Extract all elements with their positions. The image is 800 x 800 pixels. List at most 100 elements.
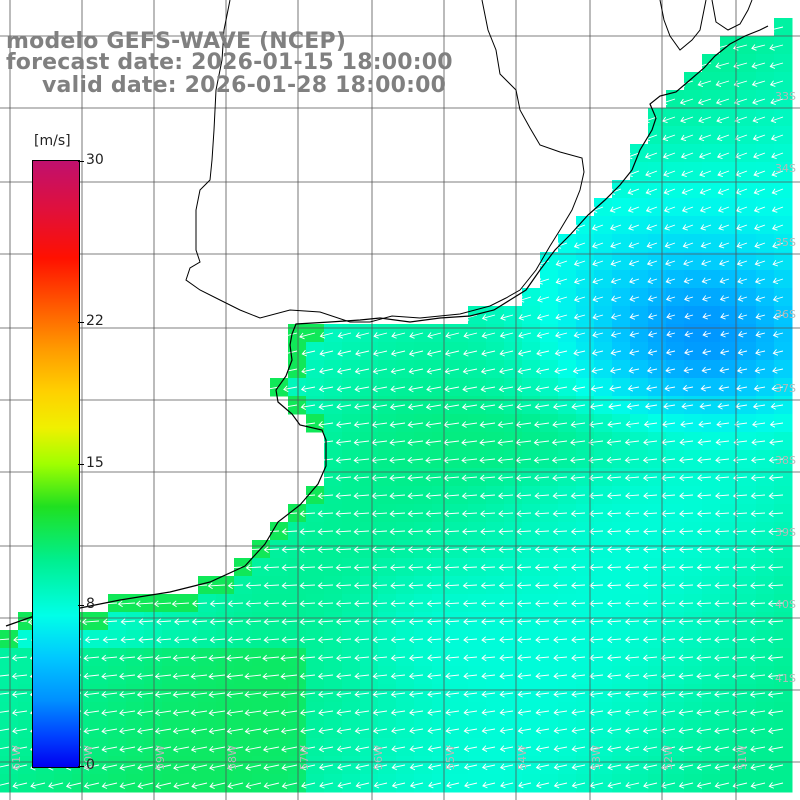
wind-arrow — [391, 763, 406, 771]
wind-arrow — [768, 492, 784, 500]
wind-arrow — [391, 332, 406, 339]
wind-arrow — [297, 492, 316, 500]
wind-cell — [450, 432, 469, 451]
wind-cell — [720, 324, 739, 343]
wind-arrow — [83, 727, 100, 735]
wind-arrow — [660, 636, 676, 644]
wind-cell — [594, 648, 613, 667]
wind-cell — [486, 324, 505, 343]
wind-arrow — [280, 368, 298, 375]
wind-cell — [504, 342, 523, 361]
wind-arrow — [137, 764, 154, 771]
wind-arrow — [499, 367, 514, 375]
wind-arrow — [552, 492, 568, 500]
wind-cell — [774, 468, 793, 487]
wind-cell — [702, 234, 721, 253]
wind-arrow — [12, 745, 28, 753]
wind-cell — [288, 576, 307, 595]
wind-cell — [288, 720, 307, 739]
wind-arrow — [591, 224, 604, 231]
wind-arrow — [209, 782, 226, 789]
wind-cell — [756, 216, 775, 235]
wind-cell — [612, 252, 631, 271]
wind-cell — [144, 630, 163, 649]
wind-arrow — [536, 313, 550, 321]
wind-arrow — [0, 764, 10, 768]
forecast-date: forecast date: 2026-01-15 18:00:00 — [6, 50, 453, 75]
wind-arrow — [318, 727, 334, 735]
wind-arrow — [660, 672, 676, 680]
wind-arrow — [372, 582, 388, 589]
wind-cell — [558, 648, 577, 667]
wind-cell — [504, 504, 523, 523]
wind-cell — [450, 666, 469, 685]
wind-cell — [450, 576, 469, 595]
wind-arrow — [752, 134, 766, 142]
valid-date: valid date: 2026-01-28 18:00:00 — [42, 73, 447, 98]
wind-arrow — [553, 709, 568, 716]
wind-arrow — [717, 188, 730, 195]
wind-cell — [702, 90, 721, 109]
wind-cell — [702, 252, 721, 271]
wind-cell — [432, 486, 451, 505]
wind-cell — [306, 648, 325, 667]
wind-cell — [414, 378, 433, 397]
wind-cell — [756, 486, 775, 505]
wind-cell — [630, 468, 649, 487]
wind-cell — [432, 342, 451, 361]
wind-arrow — [425, 474, 442, 482]
lon-label: 54W — [516, 745, 529, 770]
colorbar-tick-label: 15 — [86, 454, 104, 471]
wind-cell — [378, 378, 397, 397]
wind-arrow — [571, 636, 586, 644]
wind-arrow — [389, 474, 406, 482]
wind-arrow — [299, 528, 316, 536]
wind-arrow — [607, 672, 622, 680]
wind-cell — [756, 234, 775, 253]
wind-cell — [684, 450, 703, 469]
wind-arrow — [299, 332, 316, 340]
wind-arrow — [678, 600, 694, 607]
wind-cell — [666, 522, 685, 541]
wind-arrow — [607, 654, 622, 662]
wind-cell — [684, 414, 703, 433]
wind-cell — [414, 684, 433, 703]
wind-cell — [684, 684, 703, 703]
wind-arrow — [481, 636, 496, 644]
wind-cell — [666, 324, 685, 343]
wind-cell — [720, 738, 739, 757]
wind-cell — [378, 666, 397, 685]
wind-arrow — [555, 331, 568, 339]
wind-cell — [666, 504, 685, 523]
wind-cell — [774, 126, 793, 145]
wind-arrow — [372, 385, 388, 393]
wind-arrow — [571, 690, 586, 698]
wind-cell — [558, 414, 577, 433]
wind-arrow — [101, 782, 118, 789]
wind-arrow — [245, 782, 262, 789]
wind-arrow — [354, 636, 370, 644]
wind-arrow — [317, 672, 334, 680]
wind-arrow — [335, 510, 352, 518]
wind-arrow — [373, 763, 388, 771]
wind-arrow — [625, 510, 640, 517]
wind-arrow — [427, 672, 442, 680]
wind-cell — [702, 216, 721, 235]
wind-cell — [504, 522, 523, 541]
wind-cell — [522, 450, 541, 469]
wind-arrow — [625, 763, 640, 771]
wind-cell — [666, 198, 685, 217]
wind-cell — [594, 324, 613, 343]
wind-arrow — [753, 384, 766, 392]
wind-arrow — [299, 691, 316, 698]
lat-label: 35S — [775, 236, 796, 249]
wind-cell — [522, 630, 541, 649]
wind-cell — [72, 774, 91, 793]
wind-cell — [756, 738, 775, 757]
wind-cell — [756, 324, 775, 343]
wind-arrow — [684, 295, 694, 302]
wind-cell — [306, 684, 325, 703]
wind-cell — [648, 108, 667, 127]
wind-arrow — [644, 152, 658, 160]
wind-arrow — [625, 420, 640, 428]
